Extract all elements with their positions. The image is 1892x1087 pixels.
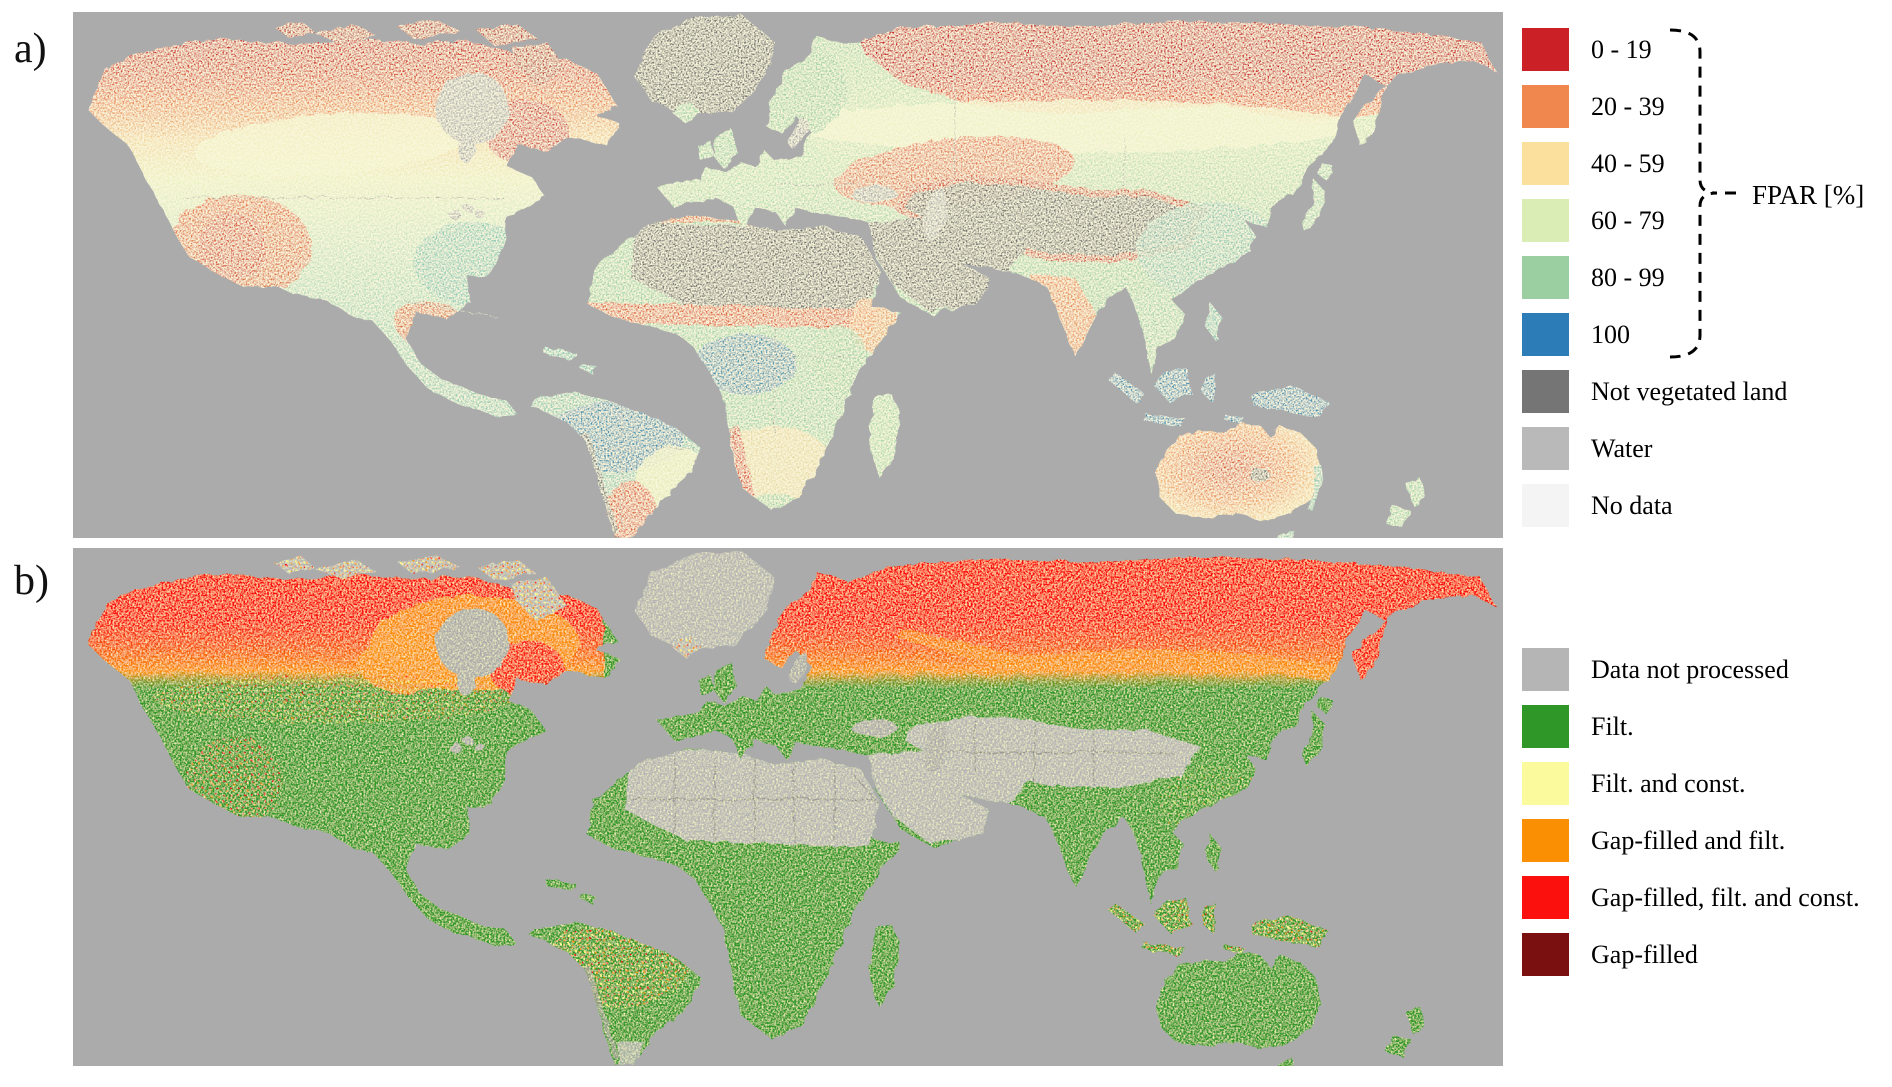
legend-label: Water	[1591, 433, 1653, 463]
legend-swatch	[1522, 256, 1569, 299]
legend-item: Water	[1522, 427, 1787, 470]
legend-label: Gap-filled	[1591, 939, 1698, 969]
australia-desert-spot-a	[1248, 466, 1268, 481]
map-processing	[73, 548, 1503, 1066]
legend-item: Filt.	[1522, 705, 1860, 748]
legend-label: Not vegetated land	[1591, 376, 1788, 406]
legend-swatch	[1522, 199, 1569, 242]
panel-b-label: b)	[14, 558, 49, 604]
map-fpar-svg	[73, 12, 1503, 538]
legend-processing: Data not processed Filt. Filt. and const. G…	[1522, 648, 1860, 990]
legend-label: 20 - 39	[1591, 91, 1665, 121]
africa-overlays-a	[586, 213, 899, 509]
legend-item: Not vegetated land	[1522, 370, 1787, 413]
legend-item: Gap-filled and filt.	[1522, 819, 1860, 862]
legend-item: Filt. and const.	[1522, 762, 1860, 805]
legend-label: 60 - 79	[1591, 205, 1665, 235]
australia-a	[1154, 421, 1319, 519]
map-processing-svg	[73, 548, 1503, 1066]
legend-swatch	[1522, 85, 1569, 128]
legend-label: Filt.	[1591, 711, 1634, 741]
fpar-brace	[1669, 28, 1741, 359]
legend-item: 100	[1522, 313, 1787, 356]
legend-swatch	[1522, 648, 1569, 691]
legend-swatch	[1522, 370, 1569, 413]
legend-swatch	[1522, 876, 1569, 919]
legend-item: Gap-filled, filt. and const.	[1522, 876, 1860, 919]
legend-label: No data	[1591, 490, 1673, 520]
legend-item: 40 - 59	[1522, 142, 1787, 185]
legend-label: Gap-filled, filt. and const.	[1591, 882, 1860, 912]
legend-fpar: 0 - 19 20 - 39 40 - 59 60 - 79 80 - 99 100 Not…	[1522, 28, 1787, 541]
legend-label: 100	[1591, 319, 1630, 349]
australia-east-coast-a	[1304, 462, 1321, 510]
legend-swatch	[1522, 427, 1569, 470]
legend-label: 80 - 99	[1591, 262, 1665, 292]
panel-a-label: a)	[14, 26, 47, 72]
legend-swatch	[1522, 819, 1569, 862]
australia-b	[1154, 950, 1319, 1048]
legend-swatch	[1522, 313, 1569, 356]
legend-swatch	[1522, 933, 1569, 976]
legend-swatch	[1522, 142, 1569, 185]
legend-swatch	[1522, 762, 1569, 805]
legend-label: Data not processed	[1591, 654, 1789, 684]
legend-swatch	[1522, 28, 1569, 71]
legend-label: 40 - 59	[1591, 148, 1665, 178]
legend-item: 0 - 19	[1522, 28, 1787, 71]
map-fpar	[73, 12, 1503, 538]
legend-item: No data	[1522, 484, 1787, 527]
legend-swatch	[1522, 484, 1569, 527]
legend-item: Gap-filled	[1522, 933, 1860, 976]
country-borders-a	[183, 52, 1124, 528]
africa-overlays-b	[623, 746, 883, 846]
legend-item: 20 - 39	[1522, 85, 1787, 128]
legend-swatch	[1522, 705, 1569, 748]
north-america-overlays-b	[87, 572, 603, 829]
legend-item: 80 - 99	[1522, 256, 1787, 299]
legend-item: 60 - 79	[1522, 199, 1787, 242]
legend-label: Gap-filled and filt.	[1591, 825, 1786, 855]
legend-label: Filt. and const.	[1591, 768, 1746, 798]
legend-label: 0 - 19	[1591, 34, 1652, 64]
fpar-group-label: FPAR [%]	[1752, 180, 1865, 210]
legend-item: Data not processed	[1522, 648, 1860, 691]
